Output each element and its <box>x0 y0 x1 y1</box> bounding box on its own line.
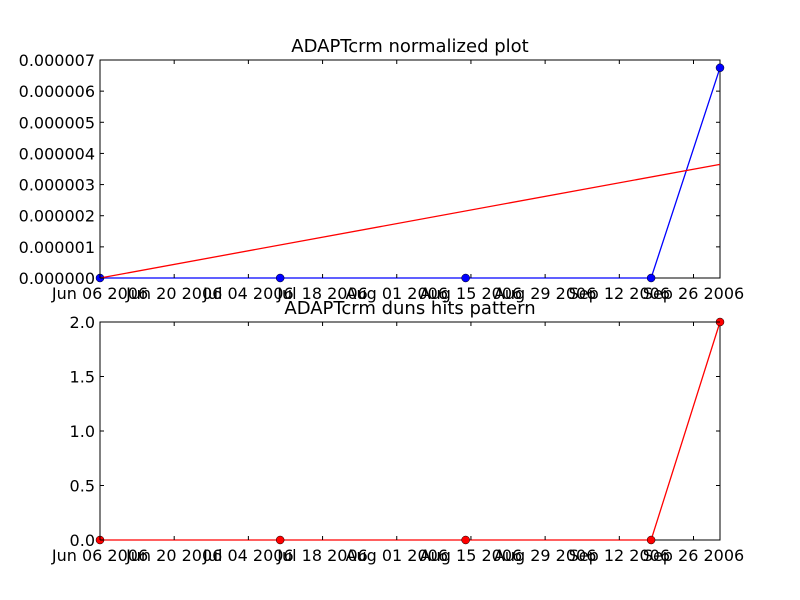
x-tick-label: Aug 15 2006 <box>420 284 523 303</box>
y-tick-label: 0.000006 <box>19 82 95 101</box>
x-tick-label: Jun 06 2006 <box>51 284 148 303</box>
x-tick-label: Aug 01 2006 <box>346 546 449 565</box>
y-tick-label: 0.000004 <box>19 144 95 163</box>
series-group-normalized <box>95 63 725 283</box>
x-tick-label: Jul 18 2006 <box>276 546 368 565</box>
data-point-blue <box>715 63 725 73</box>
x-tick-label: Aug 29 2006 <box>494 284 597 303</box>
data-point-red <box>646 535 656 545</box>
data-point-red <box>275 535 285 545</box>
y-axis-normalized: 0.000000 0.000001 0.000002 0.000003 0.000004… <box>19 51 720 288</box>
x-tick-label: Jul 04 2006 <box>202 284 294 303</box>
x-tick-label: Sep 12 2006 <box>569 284 670 303</box>
x-tick-label: Jun 20 2006 <box>125 546 222 565</box>
y-tick-label: 2.0 <box>70 313 95 332</box>
y-tick-label: 0.000000 <box>19 269 95 288</box>
y-tick-label: 1.0 <box>70 422 95 441</box>
y-tick-label: 0.0 <box>70 531 95 550</box>
series-line-red-normalized <box>99 163 721 279</box>
data-point-blue <box>275 273 285 283</box>
y-tick-label: 0.000001 <box>19 238 95 257</box>
data-point-red <box>461 535 470 545</box>
y-tick-label: 1.5 <box>70 368 95 387</box>
chart-title-duns-hits: ADAPTcrm duns hits pattern <box>284 298 535 319</box>
data-point-blue <box>461 273 470 283</box>
y-tick-label: 0.000002 <box>19 207 95 226</box>
x-tick-label: Jul 18 2006 <box>276 284 368 303</box>
y-tick-label: 0.000003 <box>19 176 95 195</box>
y-axis-duns-hits: 0.0 0.5 1.0 1.5 2.0 <box>70 313 720 550</box>
x-tick-label: Sep 26 2006 <box>643 546 744 565</box>
x-tick-label: Aug 01 2006 <box>346 284 449 303</box>
x-tick-label: Jul 04 2006 <box>202 546 294 565</box>
x-tick-label: Aug 29 2006 <box>494 546 597 565</box>
x-tick-label: Aug 15 2006 <box>420 546 523 565</box>
y-tick-label: 0.5 <box>70 477 95 496</box>
y-tick-label: 0.000005 <box>19 113 95 132</box>
subplot-duns-hits: ADAPTcrm duns hits pattern 0.0 0.5 1.0 1.5 2… <box>51 298 744 565</box>
x-tick-label: Sep 26 2006 <box>643 284 744 303</box>
data-point-blue <box>646 273 656 283</box>
x-tick-label: Jun 20 2006 <box>125 284 222 303</box>
chart-title-normalized: ADAPTcrm normalized plot <box>291 36 528 57</box>
x-tick-label: Sep 12 2006 <box>569 546 670 565</box>
subplot-normalized: ADAPTcrm normalized plot 0.0000000.00000… <box>19 36 745 303</box>
y-tick-label: 0.000007 <box>19 51 95 70</box>
x-tick-label: Jun 06 2006 <box>51 546 148 565</box>
